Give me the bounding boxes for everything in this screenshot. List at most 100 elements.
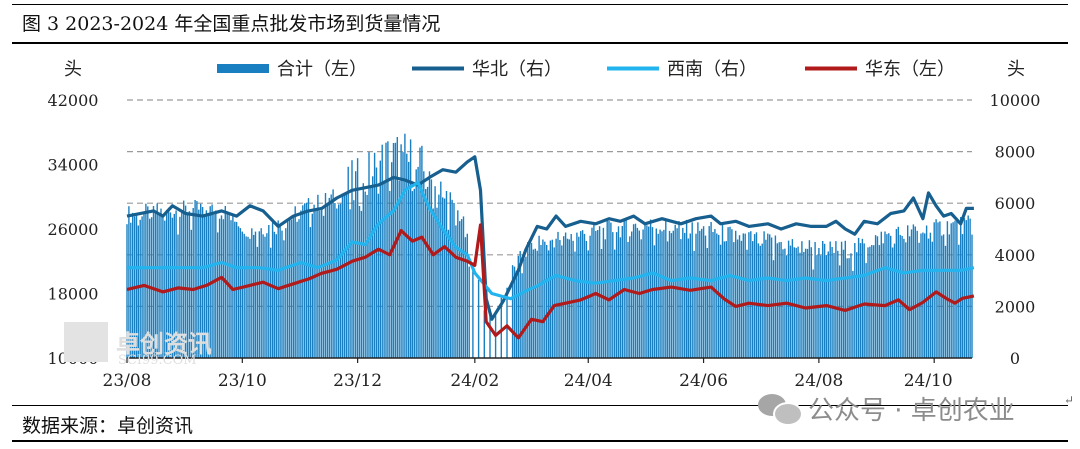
total-bar bbox=[578, 236, 580, 358]
total-bar bbox=[907, 225, 909, 358]
total-bar bbox=[884, 231, 886, 358]
total-bar bbox=[804, 248, 807, 358]
total-bar bbox=[876, 236, 879, 358]
total-bar bbox=[939, 221, 941, 358]
total-bar bbox=[279, 225, 281, 358]
total-bar bbox=[542, 239, 544, 358]
right-tick-label: 2000 bbox=[995, 297, 1036, 316]
total-bar bbox=[908, 236, 911, 358]
total-bar bbox=[956, 220, 958, 358]
legend-item: 合计（左） bbox=[217, 59, 367, 80]
total-bar bbox=[137, 225, 139, 358]
total-bar bbox=[175, 210, 177, 358]
total-bar bbox=[315, 208, 317, 358]
total-bar bbox=[657, 233, 659, 358]
total-bar bbox=[160, 208, 162, 358]
total-bar bbox=[897, 226, 899, 358]
total-bar bbox=[744, 233, 746, 358]
total-bar bbox=[253, 234, 255, 358]
total-bar bbox=[239, 228, 242, 358]
total-bar bbox=[477, 279, 480, 358]
total-bar bbox=[965, 220, 967, 358]
watermark-logo-icon bbox=[64, 322, 108, 362]
x-tick-label: 23/08 bbox=[103, 371, 152, 391]
total-bar bbox=[321, 208, 323, 358]
total-bar bbox=[840, 241, 843, 358]
total-bar bbox=[564, 232, 567, 358]
total-bar bbox=[553, 247, 555, 358]
total-bar bbox=[935, 219, 937, 358]
total-bar bbox=[899, 234, 901, 358]
total-bar bbox=[183, 200, 185, 358]
total-bar bbox=[517, 255, 519, 358]
total-bar bbox=[608, 220, 610, 358]
total-bar bbox=[192, 208, 194, 358]
total-bar bbox=[752, 241, 754, 358]
total-bar bbox=[511, 265, 514, 358]
total-bar bbox=[251, 228, 253, 358]
series-line-east bbox=[126, 223, 975, 340]
total-bar bbox=[627, 242, 629, 358]
total-bar bbox=[922, 232, 924, 358]
total-bar bbox=[432, 208, 434, 358]
source-note: 数据来源：卓创资讯 bbox=[22, 415, 194, 437]
total-bar bbox=[602, 227, 605, 358]
total-bar bbox=[271, 222, 274, 358]
total-bar bbox=[217, 232, 219, 358]
right-tick-label: 6000 bbox=[995, 194, 1036, 213]
total-bar bbox=[385, 142, 387, 358]
total-bar bbox=[245, 236, 247, 358]
total-bar bbox=[218, 218, 221, 358]
total-bar bbox=[460, 219, 463, 358]
total-bar bbox=[670, 233, 673, 358]
total-bar bbox=[351, 160, 353, 358]
total-bar bbox=[126, 224, 128, 358]
total-bar bbox=[572, 240, 574, 358]
total-bar bbox=[128, 206, 130, 358]
total-bar bbox=[857, 237, 860, 358]
left-tick-label: 26000 bbox=[48, 220, 99, 239]
total-bar bbox=[880, 231, 882, 358]
total-bar bbox=[181, 211, 183, 358]
total-bar bbox=[861, 238, 864, 358]
total-bar bbox=[823, 243, 826, 358]
total-bar bbox=[960, 217, 962, 358]
total-bar bbox=[738, 235, 741, 358]
total-bar bbox=[863, 243, 865, 358]
total-bar bbox=[844, 240, 846, 358]
left-axis-unit: 头 bbox=[64, 59, 82, 80]
total-bar bbox=[298, 219, 300, 358]
bottom-rule bbox=[12, 405, 1068, 406]
total-bar bbox=[370, 187, 372, 358]
total-bar bbox=[375, 167, 378, 358]
total-bar bbox=[256, 246, 259, 358]
total-bar bbox=[328, 197, 330, 358]
total-bar bbox=[394, 142, 397, 358]
total-bar bbox=[787, 240, 790, 358]
total-bar bbox=[519, 251, 521, 358]
total-bar bbox=[755, 232, 758, 358]
total-bar bbox=[164, 220, 166, 358]
total-bar bbox=[759, 245, 761, 358]
total-bar bbox=[708, 226, 710, 358]
right-tick-label: 4000 bbox=[995, 246, 1036, 265]
total-bar bbox=[413, 188, 415, 358]
total-bar bbox=[167, 207, 170, 358]
total-bar bbox=[383, 180, 385, 358]
total-bar bbox=[237, 226, 240, 358]
total-bar bbox=[663, 229, 665, 358]
total-bar bbox=[778, 242, 780, 358]
total-bar bbox=[513, 266, 516, 358]
total-bar bbox=[258, 231, 260, 358]
total-bar bbox=[795, 247, 797, 358]
paragraph-mark: ↵ bbox=[1064, 393, 1075, 407]
total-bar bbox=[285, 228, 287, 358]
total-bar bbox=[918, 242, 920, 358]
total-bar bbox=[659, 229, 661, 358]
total-bar bbox=[158, 212, 160, 358]
total-bar bbox=[391, 162, 393, 358]
total-bar bbox=[483, 310, 485, 358]
total-bar bbox=[920, 233, 922, 358]
total-bar bbox=[895, 229, 898, 358]
total-bar bbox=[735, 230, 737, 358]
